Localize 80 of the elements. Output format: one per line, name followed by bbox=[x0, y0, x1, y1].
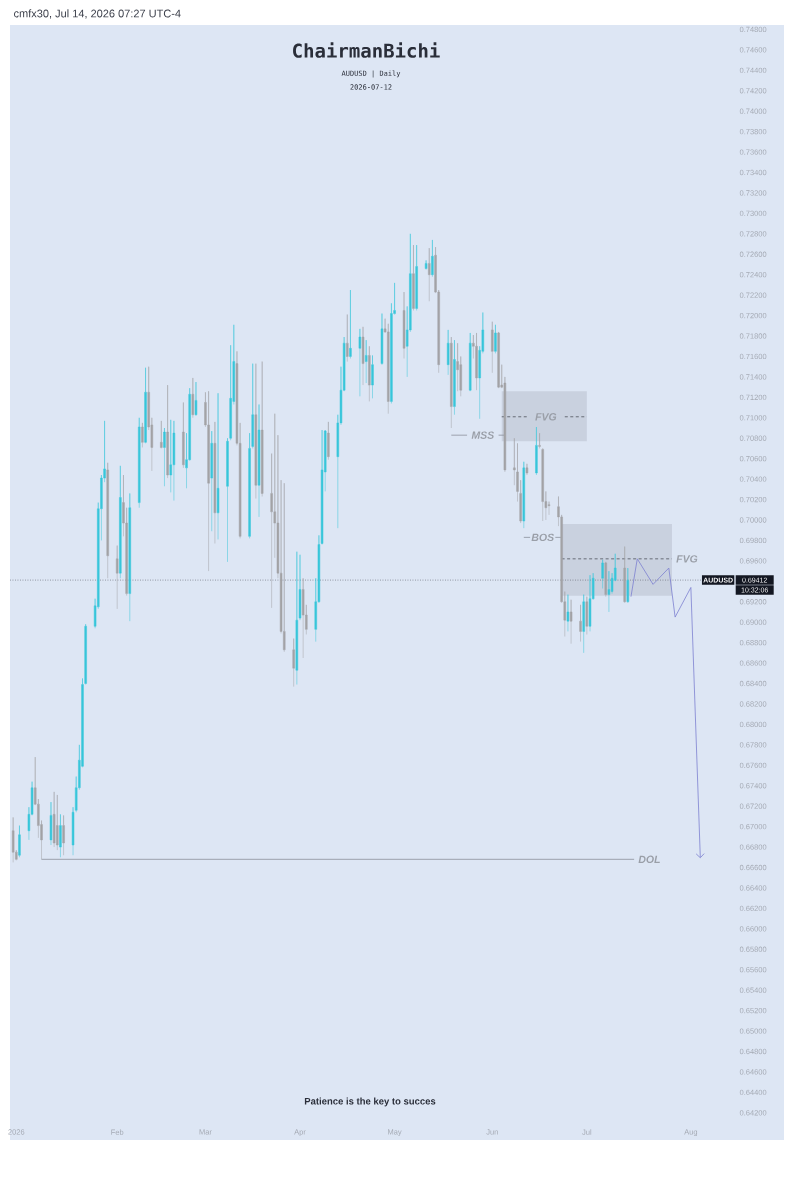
candlestick bbox=[469, 332, 472, 392]
candlestick bbox=[588, 574, 592, 632]
candlestick bbox=[604, 561, 607, 597]
text: ChairmanBichi bbox=[293, 42, 440, 58]
candlestick bbox=[138, 417, 141, 508]
candlestick bbox=[283, 482, 286, 653]
candlestick bbox=[163, 427, 166, 487]
candlestick bbox=[579, 604, 582, 642]
candlestick bbox=[368, 345, 371, 402]
candlestick bbox=[566, 594, 570, 632]
candlestick bbox=[327, 421, 330, 460]
candlestick bbox=[52, 791, 56, 848]
candlestick bbox=[119, 465, 122, 579]
candlestick bbox=[380, 313, 384, 365]
candlestick bbox=[207, 390, 210, 572]
candlestick bbox=[257, 404, 261, 518]
candlestick bbox=[371, 355, 374, 399]
candlestick bbox=[412, 244, 415, 311]
candlestick bbox=[62, 815, 65, 856]
candlestick bbox=[182, 402, 185, 469]
annotation: Patience is the key to succes bbox=[304, 1097, 436, 1107]
candlestick bbox=[456, 342, 459, 392]
candlestick bbox=[569, 599, 573, 644]
candlestick bbox=[585, 596, 589, 635]
candlestick bbox=[11, 817, 15, 863]
candlestick bbox=[428, 247, 431, 302]
series-label: DOL bbox=[638, 855, 660, 864]
candlestick bbox=[522, 461, 525, 529]
candlestick bbox=[446, 329, 450, 376]
candlestick bbox=[365, 339, 368, 384]
candlestick bbox=[475, 332, 478, 391]
series-label: BOS bbox=[531, 533, 554, 542]
candlestick bbox=[402, 291, 406, 359]
candlestick bbox=[191, 377, 195, 419]
candlestick bbox=[194, 381, 198, 416]
candlestick bbox=[607, 570, 611, 613]
candlestick bbox=[49, 801, 53, 846]
candlestick bbox=[538, 432, 541, 449]
candlestick bbox=[497, 331, 500, 389]
candlestick bbox=[623, 546, 626, 604]
candlestick bbox=[160, 420, 163, 449]
candlestick bbox=[254, 363, 258, 499]
candlestick bbox=[541, 448, 544, 522]
candlestick bbox=[172, 420, 176, 501]
candlestick bbox=[358, 328, 362, 397]
candlestick bbox=[361, 326, 365, 386]
candlestick bbox=[535, 426, 538, 476]
candlestick bbox=[213, 421, 217, 544]
candlestick bbox=[349, 289, 352, 359]
candlestick bbox=[301, 578, 305, 659]
series-label: FVG bbox=[676, 555, 698, 563]
candlestick bbox=[216, 393, 220, 540]
candlestick bbox=[292, 638, 295, 687]
candlestick bbox=[431, 239, 434, 277]
candlestick bbox=[18, 825, 21, 858]
candlestick bbox=[144, 367, 147, 444]
series-label: MSS bbox=[471, 431, 495, 439]
candlestick bbox=[260, 361, 264, 497]
candlestick bbox=[601, 559, 604, 589]
candlestick bbox=[450, 336, 453, 429]
candlestick bbox=[106, 462, 109, 579]
candlestick bbox=[128, 493, 131, 622]
text: cmfx30, Jul 14, 2026 07:27 UTC-4 bbox=[14, 9, 181, 19]
candlestick bbox=[210, 430, 213, 532]
candlestick bbox=[115, 545, 119, 610]
candlestick bbox=[626, 567, 630, 604]
candlestick bbox=[387, 323, 390, 414]
candlestick bbox=[415, 244, 418, 311]
candlestick bbox=[424, 260, 428, 270]
candlestick bbox=[295, 551, 299, 685]
candlestick bbox=[582, 594, 585, 654]
candlestick bbox=[166, 384, 169, 479]
candlestick bbox=[346, 314, 349, 362]
candlestick bbox=[491, 321, 494, 374]
candlestick bbox=[56, 794, 59, 851]
candlestick bbox=[453, 339, 456, 415]
candlestick bbox=[141, 422, 144, 448]
candlestick bbox=[494, 324, 497, 354]
candlestick bbox=[525, 463, 529, 476]
candlestick bbox=[59, 814, 62, 858]
